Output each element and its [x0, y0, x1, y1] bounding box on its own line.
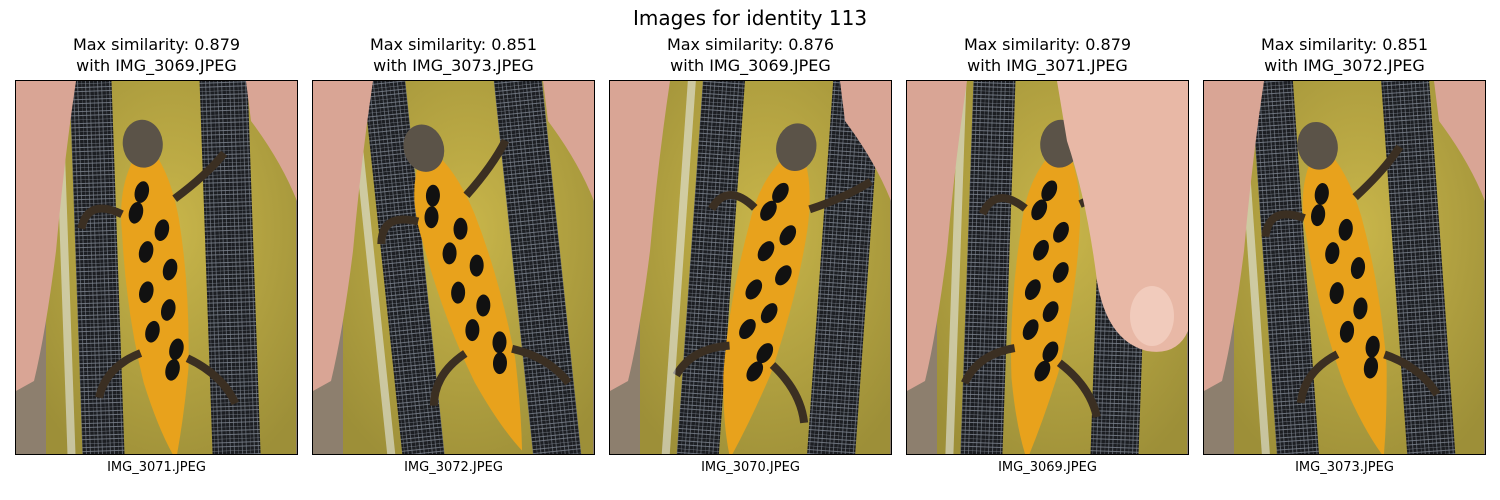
panel-title-line1: Max similarity: 0.851: [1260, 35, 1429, 54]
panel-title-line1: Max similarity: 0.876: [666, 35, 835, 54]
image-filename: IMG_3071.JPEG: [107, 460, 206, 475]
panel-title-line2: with IMG_3073.JPEG: [373, 56, 534, 75]
panel-title-line1: Max similarity: 0.879: [72, 35, 241, 54]
panel-title-line2: with IMG_3071.JPEG: [967, 56, 1128, 75]
identity-panel-1: Max similarity: 0.879 with IMG_3069.JPEG…: [15, 34, 298, 475]
panel-title-line2: with IMG_3072.JPEG: [1264, 56, 1425, 75]
newt-photo: [312, 80, 595, 455]
image-filename: IMG_3069.JPEG: [998, 460, 1097, 475]
image-filename: IMG_3073.JPEG: [1295, 460, 1394, 475]
newt-photo: [609, 80, 892, 455]
panel-title-line2: with IMG_3069.JPEG: [76, 56, 237, 75]
panel-title-line2: with IMG_3069.JPEG: [670, 56, 831, 75]
panel-title-line1: Max similarity: 0.879: [963, 35, 1132, 54]
newt-photo: [1203, 80, 1486, 455]
newt-photo: [15, 80, 298, 455]
image-filename: IMG_3072.JPEG: [404, 460, 503, 475]
identity-panel-3: Max similarity: 0.876 with IMG_3069.JPEG…: [609, 34, 892, 475]
figure-title: Images for identity 113: [632, 6, 868, 30]
identity-panel-2: Max similarity: 0.851 with IMG_3073.JPEG…: [312, 34, 595, 475]
newt-photo: [906, 80, 1189, 455]
identity-panel-4: Max similarity: 0.879 with IMG_3071.JPEG…: [906, 34, 1189, 475]
image-filename: IMG_3070.JPEG: [701, 460, 800, 475]
identity-panel-5: Max similarity: 0.851 with IMG_3072.JPEG…: [1203, 34, 1486, 475]
panel-title-line1: Max similarity: 0.851: [369, 35, 538, 54]
